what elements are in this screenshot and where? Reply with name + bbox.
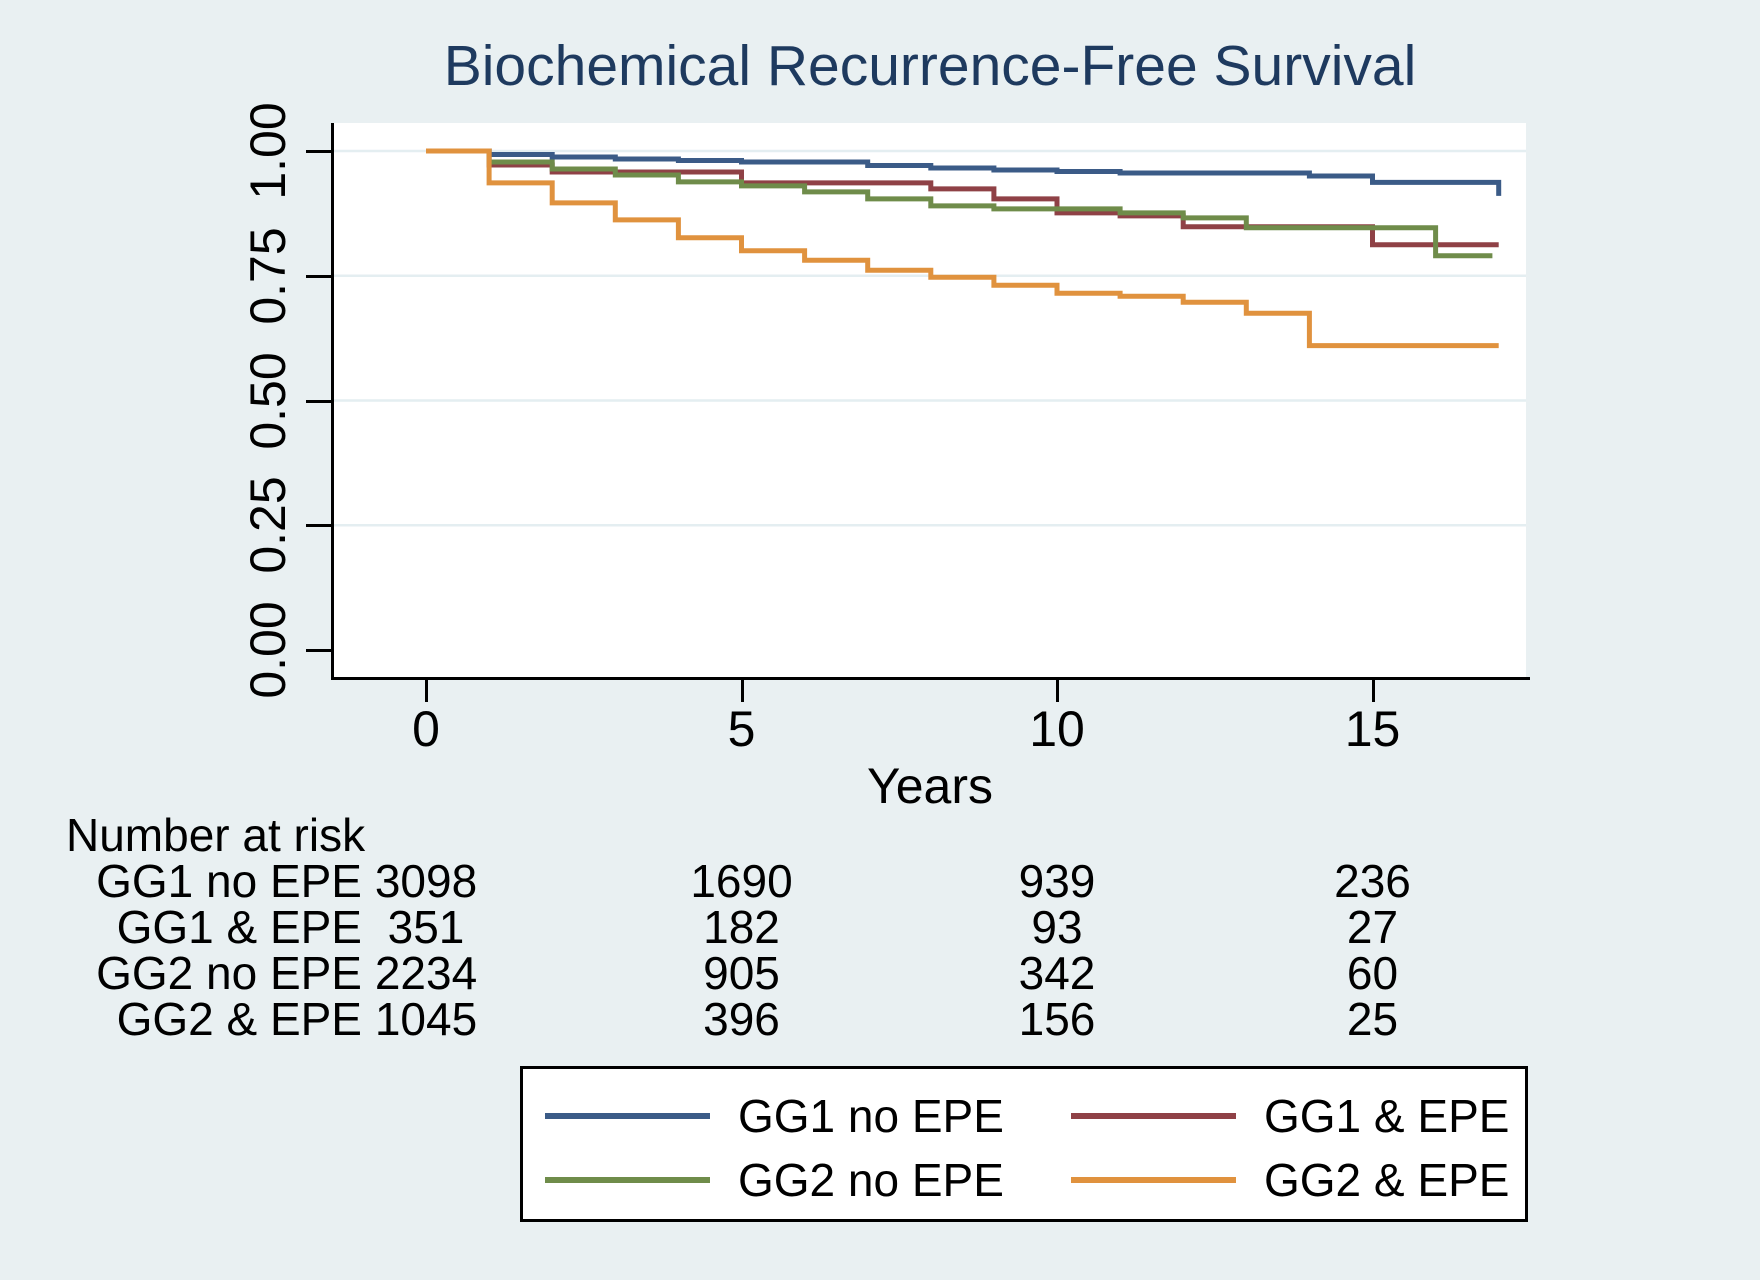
x-tick-label-5: 5 bbox=[727, 701, 756, 757]
y-tick-label-0.25: 0.25 bbox=[240, 476, 296, 574]
legend-swatch-gg2-no-epe bbox=[545, 1177, 710, 1183]
legend-swatch-gg1-epe bbox=[1071, 1113, 1236, 1119]
legend-swatch-gg1-no-epe bbox=[545, 1113, 710, 1119]
x-tick-label-15: 15 bbox=[1344, 701, 1401, 757]
y-tick-0.75 bbox=[306, 274, 331, 278]
risk-value-gg2-no-epe-t5: 905 bbox=[703, 947, 780, 999]
risk-value-gg1-epe-t0: 351 bbox=[387, 901, 465, 953]
risk-value-gg1-no-epe-t5: 1690 bbox=[690, 855, 793, 907]
y-tick-label-1.00: 1.00 bbox=[240, 102, 296, 200]
risk-value-gg1-epe-t5: 182 bbox=[703, 901, 780, 953]
plot-area bbox=[334, 123, 1526, 677]
curve-gg2-no-epe bbox=[426, 148, 1493, 259]
legend-label-gg1-no-epe: GG1 no EPE bbox=[738, 1090, 1004, 1142]
x-tick-15 bbox=[1371, 680, 1375, 702]
risk-value-gg1-no-epe-t0: 3098 bbox=[374, 855, 478, 907]
risk-value-gg2-epe-t0: 1045 bbox=[374, 993, 478, 1045]
risk-value-gg2-no-epe-t0: 2234 bbox=[374, 947, 478, 999]
risk-value-gg2-no-epe-t10: 342 bbox=[1018, 947, 1096, 999]
legend-label-gg1-epe: GG1 & EPE bbox=[1264, 1090, 1510, 1142]
curve-gg1-no-epe bbox=[426, 148, 1502, 196]
x-tick-5 bbox=[740, 680, 744, 702]
risk-row-label-gg2-no-epe: GG2 no EPE bbox=[96, 947, 362, 999]
legend-box: GG1 no EPE GG1 & EPE GG2 no EPE GG2 & EPE bbox=[520, 1066, 1528, 1222]
risk-row-label-gg1-epe: GG1 & EPE bbox=[116, 901, 362, 953]
risk-value-gg2-epe-t15: 25 bbox=[1346, 993, 1399, 1045]
x-axis-line bbox=[331, 677, 1530, 680]
x-tick-label-10: 10 bbox=[1029, 701, 1085, 757]
chart-title: Biochemical Recurrence-Free Survival bbox=[443, 34, 1417, 98]
x-tick-label-0: 0 bbox=[412, 701, 440, 757]
risk-value-gg2-no-epe-t15: 60 bbox=[1346, 947, 1399, 999]
risk-value-gg1-no-epe-t15: 236 bbox=[1334, 855, 1411, 907]
y-tick-1.00 bbox=[306, 150, 331, 153]
y-tick-label-0.75: 0.75 bbox=[240, 227, 296, 325]
risk-value-gg1-epe-t10: 93 bbox=[1031, 901, 1083, 953]
legend-swatch-gg2-epe bbox=[1071, 1177, 1236, 1183]
x-tick-0 bbox=[425, 680, 428, 702]
legend-label-gg2-no-epe: GG2 no EPE bbox=[738, 1154, 1004, 1206]
y-tick-label-0.00: 0.00 bbox=[240, 601, 296, 699]
curve-gg2-epe bbox=[426, 148, 1499, 349]
curve-gg1-epe bbox=[426, 148, 1499, 248]
risk-row-label-gg1-no-epe: GG1 no EPE bbox=[96, 855, 362, 907]
risk-value-gg1-epe-t15: 27 bbox=[1346, 901, 1399, 953]
risk-row-label-gg2-epe: GG2 & EPE bbox=[116, 993, 362, 1045]
y-tick-0.00 bbox=[306, 649, 331, 652]
y-axis-line bbox=[331, 123, 334, 680]
y-tick-label-0.50: 0.50 bbox=[240, 351, 296, 450]
y-tick-0.25 bbox=[306, 524, 331, 528]
x-axis-title: Years bbox=[866, 758, 994, 814]
survival-curves bbox=[334, 148, 1526, 527]
risk-value-gg2-epe-t10: 156 bbox=[1018, 993, 1096, 1045]
risk-value-gg2-epe-t5: 396 bbox=[703, 993, 780, 1045]
risk-table-heading: Number at risk bbox=[66, 809, 366, 861]
risk-value-gg1-no-epe-t10: 939 bbox=[1018, 855, 1096, 907]
x-tick-10 bbox=[1056, 680, 1059, 702]
legend-label-gg2-epe: GG2 & EPE bbox=[1264, 1154, 1510, 1206]
y-tick-0.50 bbox=[306, 399, 331, 403]
